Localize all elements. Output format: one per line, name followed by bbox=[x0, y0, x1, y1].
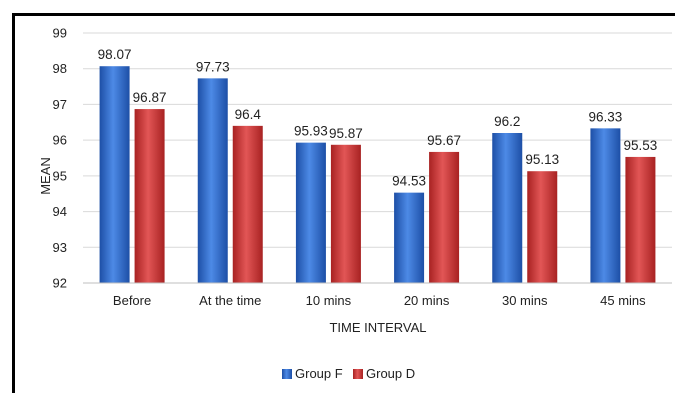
y-axis-ticks: 92 93 94 95 96 97 98 99 bbox=[53, 26, 67, 291]
legend-label: Group D bbox=[366, 366, 415, 381]
legend-swatch bbox=[353, 369, 363, 379]
bar-group-f bbox=[492, 133, 523, 283]
bar-group-f bbox=[99, 66, 130, 283]
data-label: 94.53 bbox=[392, 174, 426, 189]
y-tick-label: 99 bbox=[53, 26, 67, 41]
y-tick-label: 92 bbox=[53, 276, 67, 291]
y-tick-label: 95 bbox=[53, 168, 67, 183]
bar-group-d bbox=[625, 156, 656, 283]
data-label: 95.67 bbox=[427, 133, 461, 148]
bar-group-d bbox=[330, 144, 361, 283]
y-tick-label: 93 bbox=[53, 240, 67, 255]
bar-group-f bbox=[394, 192, 425, 283]
data-label: 96.87 bbox=[133, 90, 167, 105]
data-label: 95.87 bbox=[329, 126, 363, 141]
x-axis-ticks: Before At the time 10 mins 20 mins 30 mins 45… bbox=[113, 293, 646, 308]
data-label: 98.07 bbox=[98, 47, 132, 62]
chart-frame bbox=[12, 13, 675, 393]
y-tick-label: 94 bbox=[53, 204, 67, 219]
gridlines bbox=[83, 32, 672, 248]
bar-group-f bbox=[295, 142, 326, 283]
legend-swatch bbox=[282, 369, 292, 379]
data-label: 97.73 bbox=[196, 59, 230, 74]
data-label: 95.13 bbox=[525, 152, 559, 167]
x-axis-title: TIME INTERVAL bbox=[329, 320, 426, 335]
x-tick-label: 10 mins bbox=[306, 293, 352, 308]
y-tick-label: 97 bbox=[53, 97, 67, 112]
bar-group-f bbox=[590, 128, 621, 283]
bar-group-f bbox=[197, 78, 228, 283]
x-tick-label: Before bbox=[113, 293, 151, 308]
data-labels: 98.07 96.87 97.73 96.4 95.93 95.87 94.53 95.67 9… bbox=[98, 47, 658, 188]
bars bbox=[99, 66, 656, 283]
bar-group-d bbox=[527, 171, 558, 283]
legend: Group F Group D bbox=[282, 366, 415, 381]
data-label: 95.93 bbox=[294, 124, 328, 139]
x-tick-label: 20 mins bbox=[404, 293, 450, 308]
data-label: 95.53 bbox=[624, 138, 658, 153]
y-axis-title: MEAN bbox=[38, 157, 53, 195]
bar-group-d bbox=[429, 151, 460, 283]
data-label: 96.33 bbox=[589, 109, 623, 124]
y-tick-label: 98 bbox=[53, 61, 67, 76]
data-label: 96.2 bbox=[494, 114, 520, 129]
x-tick-label: 45 mins bbox=[600, 293, 646, 308]
bar-group-d bbox=[232, 125, 263, 283]
y-tick-label: 96 bbox=[53, 133, 67, 148]
x-tick-label: 30 mins bbox=[502, 293, 548, 308]
legend-label: Group F bbox=[295, 366, 343, 381]
x-tick-label: At the time bbox=[199, 293, 261, 308]
bar-group-d bbox=[134, 109, 165, 283]
data-label: 96.4 bbox=[235, 107, 262, 122]
